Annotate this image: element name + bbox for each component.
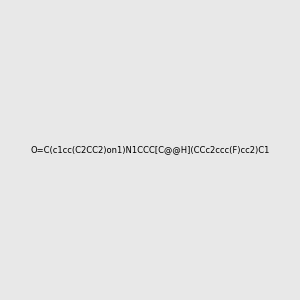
Text: O=C(c1cc(C2CC2)on1)N1CCC[C@@H](CCc2ccc(F)cc2)C1: O=C(c1cc(C2CC2)on1)N1CCC[C@@H](CCc2ccc(F… xyxy=(30,146,270,154)
